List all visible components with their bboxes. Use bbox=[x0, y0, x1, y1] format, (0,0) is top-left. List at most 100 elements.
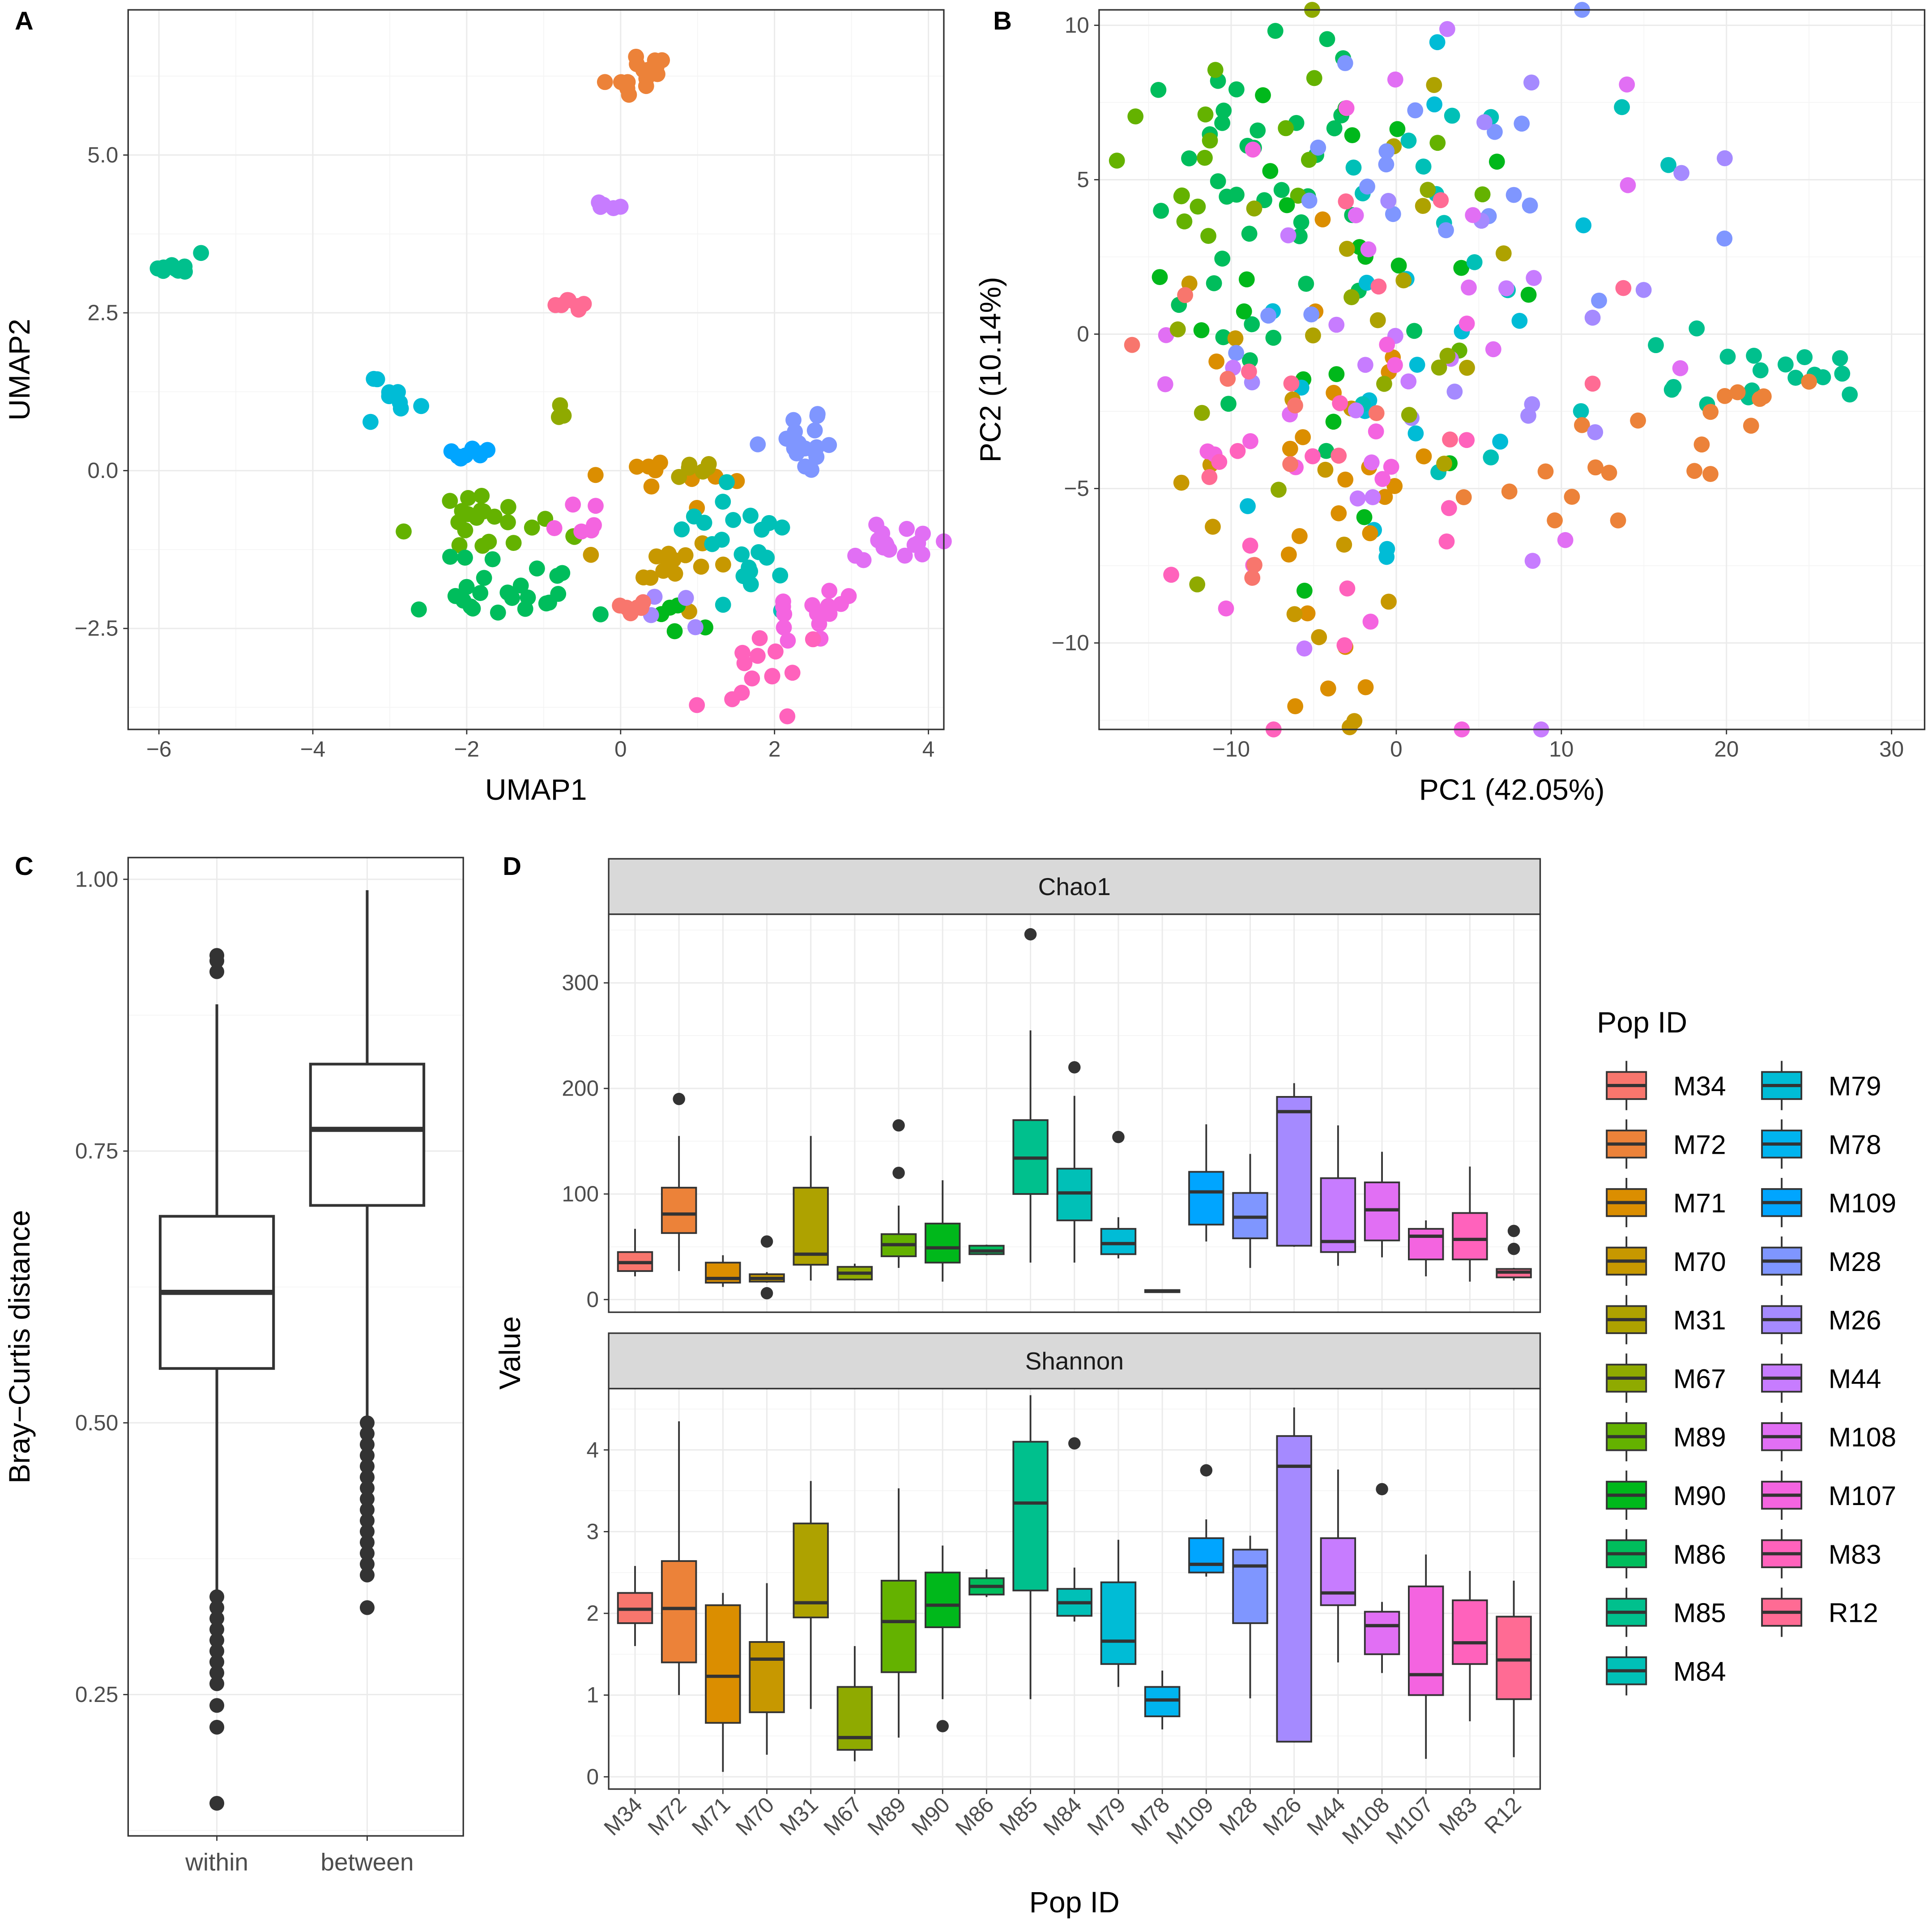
box bbox=[661, 1560, 697, 1663]
data-point bbox=[806, 422, 823, 439]
y-tick-label: 0.25 bbox=[75, 1682, 118, 1707]
data-point bbox=[806, 443, 823, 460]
data-point bbox=[780, 632, 796, 649]
data-point bbox=[457, 550, 473, 566]
data-point bbox=[1228, 187, 1245, 203]
data-point bbox=[1716, 230, 1733, 247]
y-tick-label: 3 bbox=[586, 1519, 599, 1544]
data-point bbox=[1215, 329, 1232, 345]
data-point bbox=[1338, 193, 1354, 209]
box bbox=[1232, 1548, 1268, 1624]
legend-label: R12 bbox=[1829, 1598, 1878, 1628]
y-tick-label: 100 bbox=[562, 1181, 599, 1206]
legend-label: M71 bbox=[1673, 1188, 1726, 1218]
data-point bbox=[1265, 329, 1282, 346]
data-point bbox=[1362, 614, 1379, 630]
data-point bbox=[1620, 177, 1636, 193]
data-point bbox=[1429, 135, 1446, 151]
data-point bbox=[1109, 152, 1125, 169]
data-point bbox=[681, 460, 697, 476]
data-point bbox=[1591, 292, 1607, 309]
data-point bbox=[499, 584, 516, 601]
data-point bbox=[1282, 456, 1299, 472]
data-point bbox=[1331, 505, 1347, 521]
data-point bbox=[193, 245, 209, 261]
data-point bbox=[473, 445, 489, 461]
data-point bbox=[1729, 384, 1746, 401]
data-point bbox=[674, 521, 690, 537]
y-axis-title: Value bbox=[494, 1316, 527, 1390]
data-point bbox=[693, 559, 709, 575]
data-point bbox=[652, 454, 668, 471]
box bbox=[1188, 1537, 1224, 1574]
data-point bbox=[1506, 187, 1522, 203]
data-point bbox=[587, 467, 604, 483]
data-point bbox=[1189, 576, 1206, 593]
data-point bbox=[447, 588, 464, 604]
data-point bbox=[1702, 466, 1719, 482]
data-point bbox=[1210, 173, 1226, 189]
outlier-point bbox=[209, 1643, 225, 1659]
data-point bbox=[1564, 489, 1580, 505]
outlier-point bbox=[1068, 1061, 1081, 1074]
data-point bbox=[1693, 436, 1710, 453]
data-point bbox=[1584, 309, 1601, 326]
data-point bbox=[1280, 546, 1297, 563]
data-point bbox=[1719, 349, 1736, 365]
data-point bbox=[1610, 512, 1626, 529]
data-point bbox=[560, 292, 577, 308]
data-point bbox=[1615, 280, 1632, 296]
outlier-point bbox=[209, 1589, 225, 1604]
data-point bbox=[1228, 81, 1245, 98]
legend-label: M86 bbox=[1673, 1539, 1726, 1569]
data-point bbox=[779, 708, 796, 725]
legend-label: M70 bbox=[1673, 1246, 1726, 1277]
data-point bbox=[1286, 606, 1303, 623]
box bbox=[1320, 1537, 1356, 1606]
data-point bbox=[1311, 629, 1327, 645]
y-axis-title: UMAP2 bbox=[3, 319, 36, 421]
data-point bbox=[442, 549, 458, 565]
facet-strip bbox=[608, 858, 1541, 915]
data-point bbox=[1173, 474, 1190, 491]
data-point bbox=[1153, 203, 1169, 219]
data-point bbox=[878, 535, 894, 552]
panel-d: DChao10100200300Shannon01234M34M72M71M70… bbox=[494, 852, 1541, 1919]
data-point bbox=[505, 535, 522, 551]
x-tick-label: 0 bbox=[1390, 736, 1403, 761]
outlier-point bbox=[892, 1167, 905, 1179]
plot-border bbox=[127, 9, 945, 730]
outlier-point bbox=[1507, 1242, 1520, 1255]
data-point bbox=[1439, 21, 1455, 37]
data-point bbox=[742, 508, 759, 524]
y-tick-label: −5 bbox=[1064, 476, 1089, 501]
data-point bbox=[1326, 120, 1343, 136]
data-point bbox=[715, 494, 731, 510]
facet-strip bbox=[608, 1332, 1541, 1390]
data-point bbox=[1441, 500, 1457, 516]
data-point bbox=[520, 589, 536, 606]
outlier-point bbox=[359, 1567, 375, 1582]
data-point bbox=[1319, 31, 1335, 47]
data-point bbox=[549, 567, 566, 584]
outlier-point bbox=[1507, 1224, 1520, 1237]
data-point bbox=[1278, 120, 1294, 136]
panel-label: A bbox=[15, 7, 34, 35]
data-point bbox=[1492, 433, 1509, 450]
outlier-point bbox=[359, 1415, 375, 1430]
data-point bbox=[1207, 62, 1224, 78]
data-point bbox=[1245, 141, 1261, 158]
data-point bbox=[1777, 356, 1794, 373]
box bbox=[1320, 1177, 1356, 1253]
data-point bbox=[1400, 373, 1417, 390]
data-point bbox=[678, 590, 694, 606]
data-point bbox=[784, 665, 801, 681]
box bbox=[749, 1641, 785, 1713]
data-point bbox=[1255, 87, 1271, 103]
data-point bbox=[1202, 132, 1218, 149]
data-point bbox=[1379, 337, 1395, 353]
data-point bbox=[177, 264, 193, 280]
data-point bbox=[725, 512, 742, 528]
outlier-point bbox=[359, 1600, 375, 1615]
x-tick-label: 2 bbox=[768, 736, 781, 761]
